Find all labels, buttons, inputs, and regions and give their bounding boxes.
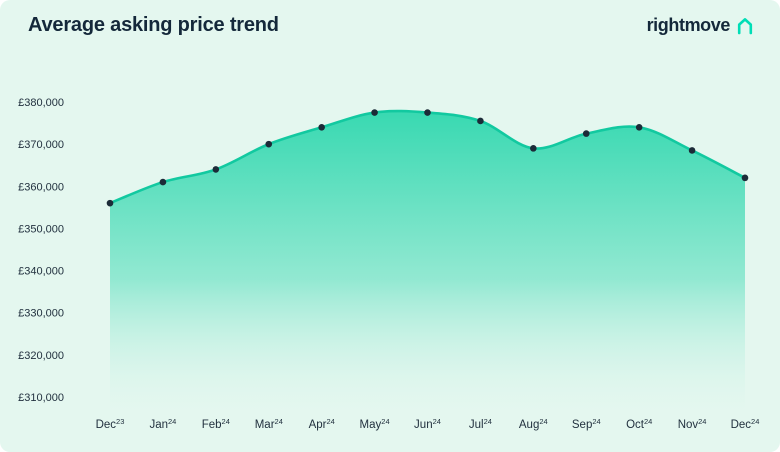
data-point-marker — [318, 123, 325, 131]
data-point-marker — [265, 140, 273, 148]
data-point-marker — [530, 145, 537, 152]
chart-header: Average asking price trend rightmove — [28, 14, 756, 37]
data-point-marker — [477, 117, 484, 125]
data-point-marker — [635, 123, 643, 131]
x-axis-label: May24 — [360, 417, 390, 431]
x-axis-label: Oct24 — [626, 417, 652, 431]
rightmove-house-icon — [737, 17, 753, 34]
x-axis-label: Feb24 — [202, 417, 230, 431]
y-axis-label: £360,000 — [18, 181, 64, 193]
y-axis-label: £310,000 — [18, 392, 64, 404]
x-axis-label: Aug24 — [519, 417, 548, 431]
data-point-marker — [582, 130, 590, 137]
y-axis-label: £370,000 — [18, 139, 64, 151]
x-axis-label: Dec24 — [731, 417, 760, 431]
data-point-marker — [159, 178, 167, 186]
x-axis-label: Dec23 — [96, 417, 125, 431]
x-axis-label: Apr24 — [309, 417, 335, 431]
x-axis-label: Sep24 — [572, 417, 601, 431]
x-axis-label: Mar24 — [255, 417, 283, 431]
y-axis-label: £340,000 — [18, 266, 64, 278]
page-title: Average asking price trend — [28, 14, 279, 36]
y-axis-label: £320,000 — [18, 350, 64, 362]
x-axis-label: Nov24 — [678, 417, 707, 431]
data-point-marker — [371, 109, 378, 116]
x-axis-label: Jul24 — [469, 417, 492, 431]
data-point-marker — [424, 109, 431, 116]
data-point-marker — [212, 166, 220, 173]
area-fill — [110, 111, 745, 418]
data-point-marker — [741, 174, 749, 182]
y-axis-label: £380,000 — [18, 97, 64, 109]
x-axis-label: Jun24 — [414, 417, 441, 431]
x-axis-label: Jan24 — [149, 417, 176, 431]
data-point-marker — [688, 147, 696, 154]
rightmove-logo-text: rightmove — [646, 15, 731, 35]
y-axis-label: £350,000 — [18, 223, 64, 235]
rightmove-logo: rightmove — [647, 15, 756, 37]
data-point-marker — [106, 199, 114, 207]
y-axis-label: £330,000 — [18, 308, 64, 320]
